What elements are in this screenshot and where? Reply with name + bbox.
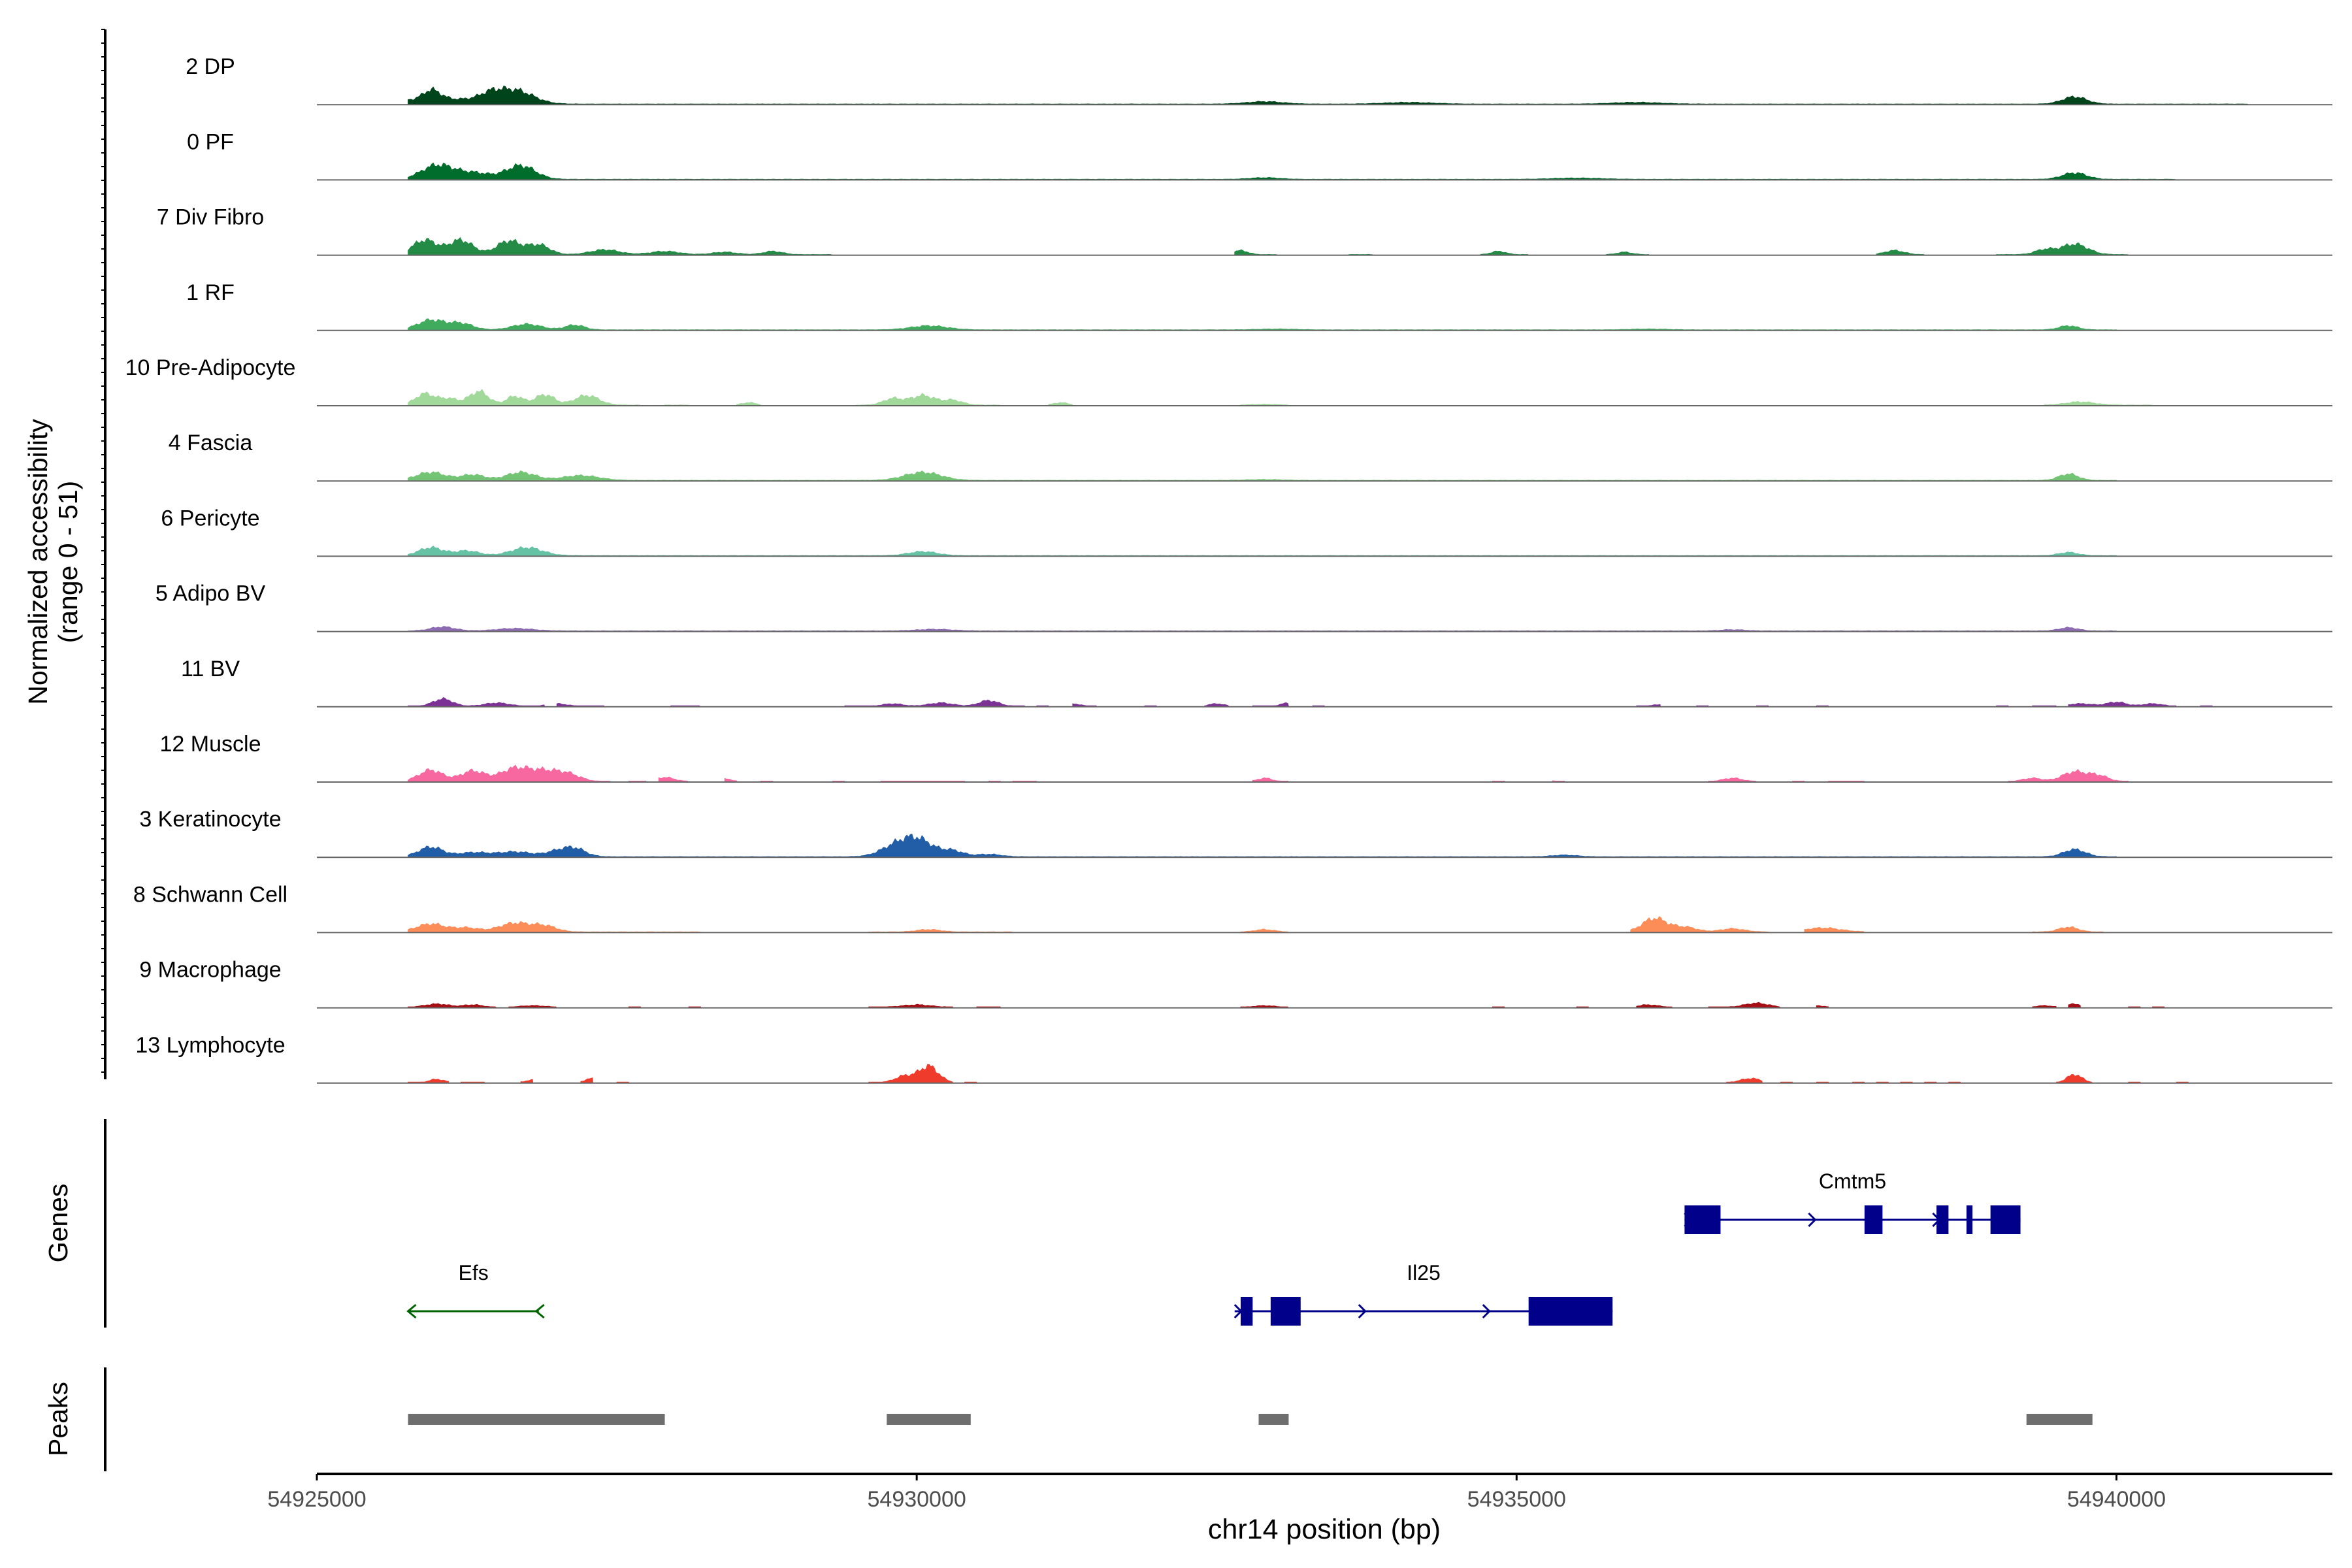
strand-arrow [406,1303,417,1319]
x-tick-label: 54930000 [868,1487,966,1512]
track-signal [408,546,2117,557]
y-axis-ticks [101,29,105,1073]
x-tick-label: 54935000 [1467,1487,1566,1512]
peaks-panel: Peaks [43,1367,2093,1471]
track-10-pre-adipocyte: 10 Pre-Adipocyte [125,355,2332,406]
track-signal [408,764,2129,783]
track-11-bv: 11 BV [181,657,2332,708]
track-5-adipo-bv: 5 Adipo BV [155,581,2332,632]
gene-exon [1240,1297,1253,1326]
track-signal [408,389,2153,406]
peak-region [887,1414,971,1425]
gene-exon [1270,1297,1301,1326]
track-13-lymphocyte: 13 Lymphocyte [135,1033,2332,1084]
track-signal [408,833,2117,858]
track-signal [408,470,2117,482]
track-2-dp: 2 DP [186,54,2332,106]
track-signal [408,318,2117,331]
track-4-fascia: 4 Fascia [169,431,2332,482]
track-signal [408,916,2105,933]
gene-exon [1990,1205,2021,1234]
track-3-keratinocyte: 3 Keratinocyte [139,807,2332,858]
x-tick-label: 54925000 [267,1487,366,1512]
track-label: 7 Div Fibro [157,205,264,230]
gene-il25: Il25 [1233,1261,1613,1326]
track-12-muscle: 12 Muscle [160,732,2332,783]
track-signal [408,162,2177,180]
track-signal [408,1002,2165,1009]
y-axis-left: Normalized accessibility (range 0 - 51) [23,29,106,1079]
gene-cmtm5: Cmtm5 [1684,1169,2021,1234]
peak-regions [408,1414,2093,1425]
peaks-panel-label: Peaks [43,1382,73,1456]
gene-exon [1684,1205,1721,1234]
x-axis-ticks: 54925000 54930000 54935000 54940000 [267,1474,2166,1512]
strand-arrow [1808,1212,1817,1228]
track-label: 10 Pre-Adipocyte [125,355,296,380]
peak-region [408,1414,665,1425]
track-signal [408,85,2249,105]
track-label: 3 Keratinocyte [139,807,281,832]
peak-region [2026,1414,2093,1425]
strand-arrow [1358,1303,1367,1319]
y-axis-range-label: (range 0 - 51) [53,481,83,643]
track-signal [408,237,2130,256]
gene-models: Efs Il25 Cmtm5 [406,1169,2021,1326]
track-label: 4 Fascia [169,431,253,455]
x-axis-label: chr14 position (bp) [1208,1514,1441,1545]
track-label: 13 Lymphocyte [135,1033,285,1058]
track-label: 6 Pericyte [161,506,259,531]
genes-panel: Genes Efs Il25 Cmtm5 [43,1119,2021,1328]
track-1-rf: 1 RF [186,280,2332,331]
track-label: 8 Schwann Cell [133,882,287,907]
track-label: 9 Macrophage [139,958,281,983]
track-signal [408,696,2213,708]
gene-efs: Efs [406,1261,545,1319]
track-6-pericyte: 6 Pericyte [161,506,2332,557]
gene-label: Efs [459,1261,489,1284]
track-9-macrophage: 9 Macrophage [139,958,2332,1009]
track-label: 0 PF [187,129,234,154]
track-0-pf: 0 PF [187,129,2332,181]
track-signal [408,1064,2189,1084]
strand-arrow [1482,1303,1491,1319]
track-7-div-fibro: 7 Div Fibro [157,205,2332,256]
x-axis: 54925000 54930000 54935000 54940000 chr14 p… [267,1473,2332,1545]
track-8-schwann-cell: 8 Schwann Cell [133,882,2332,934]
gene-exon [1936,1205,1949,1234]
peak-region [1258,1414,1289,1425]
track-label: 5 Adipo BV [155,581,266,606]
strand-arrow [534,1303,545,1319]
gene-label: Il25 [1407,1261,1441,1284]
gene-exon [1864,1205,1883,1234]
gene-label: Cmtm5 [1819,1169,1886,1193]
coverage-tracks: 2 DP 0 PF 7 Div Fibro 1 RF 10 Pre-Adipocyte 4… [125,54,2332,1084]
gene-exon [1966,1205,1973,1234]
x-tick-label: 54940000 [2067,1487,2166,1512]
track-label: 1 RF [186,280,235,305]
track-label: 11 BV [181,657,240,681]
track-signal [408,626,2117,632]
y-axis-label: Normalized accessibility [23,419,53,705]
track-label: 12 Muscle [160,732,261,757]
gene-exon [1528,1297,1613,1326]
genes-panel-label: Genes [43,1184,73,1263]
track-label: 2 DP [186,54,235,79]
